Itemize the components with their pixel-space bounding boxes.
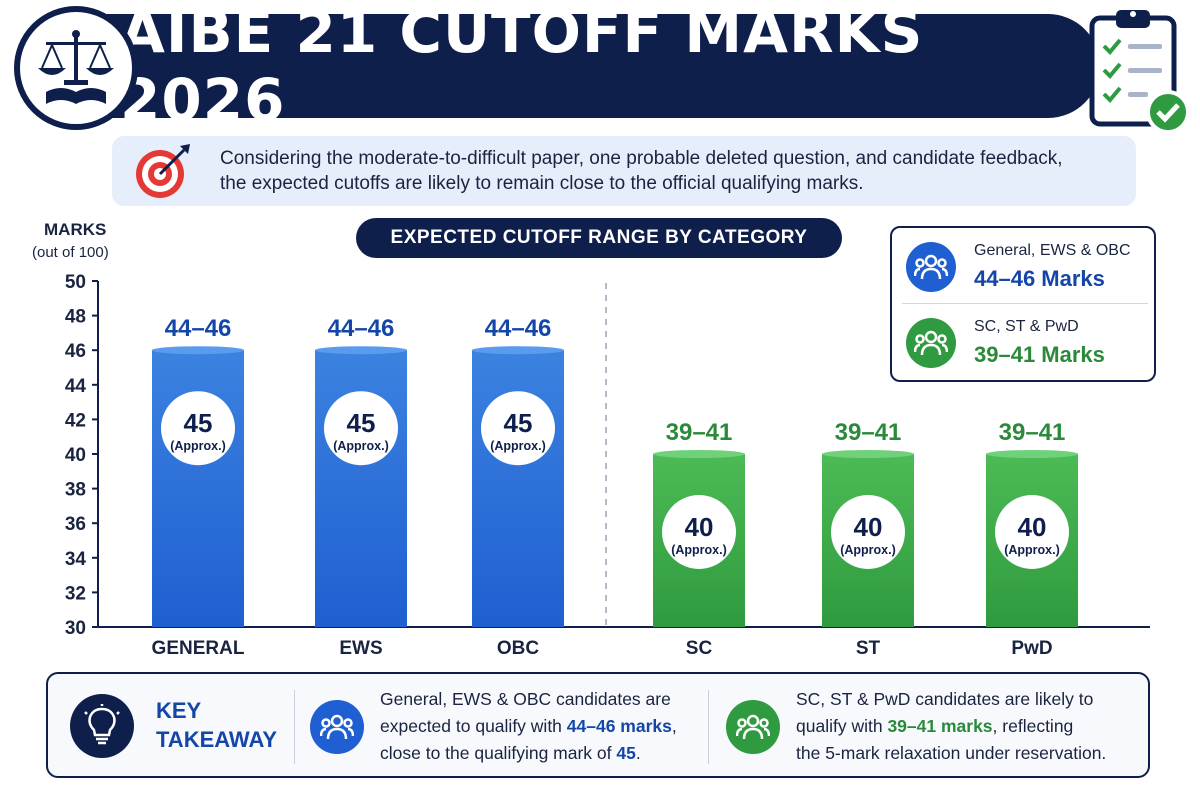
intro-box: Considering the moderate-to-difficult pa… [112, 136, 1136, 206]
takeaway-reserved-range: 39–41 marks [887, 716, 993, 736]
divider [294, 690, 295, 764]
approx-badge [831, 495, 905, 569]
bar-top [152, 346, 244, 355]
target-icon [134, 142, 192, 200]
clipboard-check-icon [1086, 4, 1194, 134]
takeaway-general-text: General, EWS & OBC candidates are expect… [380, 686, 720, 767]
legend-item-reserved: SC, ST & PwD 39–41 Marks [902, 308, 1148, 380]
y-tick-label: 48 [65, 307, 86, 328]
y-tick-label: 30 [65, 618, 86, 639]
bar-range-label: 39–41 [666, 419, 733, 446]
intro-text: Considering the moderate-to-difficult pa… [220, 146, 1120, 196]
punctuation: , [671, 716, 677, 736]
y-axis-sublabel: (out of 100) [32, 244, 109, 261]
takeaway-reserved-line2-end: , reflecting [992, 716, 1074, 736]
category-label: EWS [339, 638, 382, 659]
bar-range-label: 44–46 [165, 315, 232, 342]
group-icon [726, 700, 780, 754]
group-icon [906, 318, 956, 368]
takeaway-reserved-line1: SC, ST & PwD candidates are likely to [796, 689, 1094, 709]
group-icon [906, 242, 956, 292]
takeaway-label-line1: KEY [156, 698, 202, 723]
category-label: OBC [497, 638, 540, 659]
takeaway-reserved-line2: qualify with [796, 716, 888, 736]
takeaway-label-line2: TAKEAWAY [156, 727, 278, 752]
approx-value: 40 [854, 512, 883, 542]
y-tick-label: 44 [65, 376, 87, 397]
bar-top [315, 346, 407, 355]
approx-badge [161, 391, 235, 466]
approx-label: (Approx.) [840, 543, 896, 557]
intro-line-2: the expected cutoffs are likely to remai… [220, 173, 864, 194]
approx-badge [481, 391, 555, 466]
header-banner: AIBE 21 CUTOFF MARKS 2026 [70, 0, 1100, 134]
chart-title: EXPECTED CUTOFF RANGE BY CATEGORY [356, 218, 842, 258]
approx-label: (Approx.) [671, 543, 727, 557]
takeaway-label: KEY TAKEAWAY [156, 696, 286, 754]
legend-name: SC, ST & PwD [974, 318, 1079, 335]
y-tick-label: 32 [65, 583, 86, 604]
legend-value: 44–46 Marks [974, 266, 1105, 291]
bar-range-label: 39–41 [835, 419, 902, 446]
y-tick-label: 36 [65, 514, 86, 535]
approx-badge [662, 495, 736, 569]
scales-of-justice-icon [14, 6, 138, 130]
approx-value: 45 [347, 408, 376, 438]
category-label: SC [686, 638, 713, 659]
page-title: AIBE 21 CUTOFF MARKS 2026 [120, 0, 924, 134]
approx-value: 45 [504, 408, 533, 438]
approx-value: 45 [184, 408, 213, 438]
y-axis-label: MARKS [44, 220, 107, 239]
intro-line-1: Considering the moderate-to-difficult pa… [220, 148, 1063, 169]
bar-top [822, 450, 914, 458]
y-tick-label: 50 [65, 272, 86, 293]
legend: General, EWS & OBC 44–46 Marks SC, ST & … [890, 226, 1156, 382]
takeaway-reserved-line3: the 5-mark relaxation under reservation. [796, 743, 1107, 763]
legend-name: General, EWS & OBC [974, 242, 1131, 259]
bar-range-label: 39–41 [999, 419, 1066, 446]
y-tick-label: 42 [65, 410, 86, 431]
takeaway-qualifying-mark: 45 [616, 743, 636, 763]
takeaway-general-line2: expected to qualify with [380, 716, 567, 736]
approx-value: 40 [685, 512, 714, 542]
takeaway-general-range: 44–46 marks [566, 716, 672, 736]
approx-badge [995, 495, 1069, 569]
bar-top [653, 450, 745, 458]
category-label: PwD [1011, 638, 1052, 659]
key-takeaway-box: KEY TAKEAWAY General, EWS & OBC candidat… [46, 672, 1150, 778]
y-tick-label: 34 [65, 549, 87, 570]
approx-label: (Approx.) [170, 439, 226, 453]
category-label: ST [856, 638, 881, 659]
takeaway-reserved-text: SC, ST & PwD candidates are likely to qu… [796, 686, 1136, 767]
legend-item-general: General, EWS & OBC 44–46 Marks [902, 232, 1148, 304]
group-icon [310, 700, 364, 754]
punctuation: . [635, 743, 641, 763]
bar-top [472, 346, 564, 355]
divider [708, 690, 709, 764]
approx-label: (Approx.) [333, 439, 389, 453]
category-label: GENERAL [152, 638, 245, 659]
bar-range-label: 44–46 [485, 315, 552, 342]
approx-label: (Approx.) [490, 439, 546, 453]
y-tick-label: 46 [65, 341, 86, 362]
bar-range-label: 44–46 [328, 315, 395, 342]
lightbulb-icon [70, 694, 134, 758]
takeaway-general-line3: close to the qualifying mark of [380, 743, 617, 763]
approx-label: (Approx.) [1004, 543, 1060, 557]
approx-badge [324, 391, 398, 466]
bar-top [986, 450, 1078, 458]
y-tick-label: 40 [65, 445, 86, 466]
y-tick-label: 38 [65, 480, 86, 501]
approx-value: 40 [1018, 512, 1047, 542]
takeaway-general-line1: General, EWS & OBC candidates are [380, 689, 671, 709]
legend-value: 39–41 Marks [974, 342, 1105, 367]
